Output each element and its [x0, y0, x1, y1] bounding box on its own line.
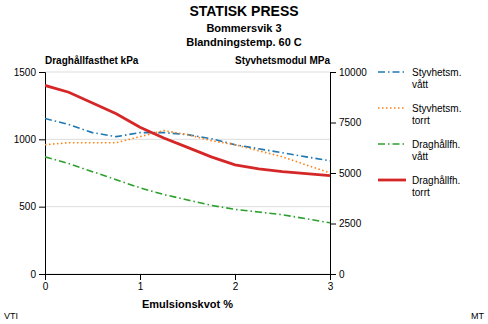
line	[45, 85, 330, 175]
annotation: MT	[471, 311, 484, 321]
tick: 2500	[330, 218, 362, 229]
subtitle: Blandningstemp. 60 C	[186, 36, 302, 48]
line	[45, 157, 330, 223]
grid-line	[45, 139, 330, 140]
subtitle: Bommersvik 3	[206, 22, 281, 34]
tick-label: 10000	[339, 67, 367, 78]
tick-mark	[330, 173, 336, 174]
legend-label: Draghållfh.vått	[412, 139, 460, 162]
grid-line	[45, 206, 330, 207]
axis-line	[46, 275, 331, 281]
chart: STATISK PRESS Bommersvik 3 Blandningstemp.…	[0, 0, 488, 324]
tick-mark	[330, 224, 336, 225]
tick-label: 3	[328, 281, 334, 292]
tick-label: 1500	[14, 67, 37, 78]
tick: 5000	[330, 168, 362, 179]
line	[45, 131, 330, 173]
legend-swatch	[378, 179, 406, 182]
tick: 1500	[14, 67, 45, 78]
axis-line	[39, 73, 46, 275]
plot: 0123050010001500025005000750010000Emulsi…	[14, 55, 367, 310]
tick-label: 0	[43, 281, 49, 292]
tick-label: 0	[30, 269, 36, 280]
tick-mark	[235, 274, 236, 280]
tick-label: 0	[339, 269, 345, 280]
tick-mark	[39, 72, 45, 73]
tick-mark	[330, 72, 336, 73]
legend-item: Draghållfh.vått	[378, 139, 460, 162]
grid-line	[45, 72, 330, 73]
lines	[45, 85, 330, 222]
legend-label: Styvhetsm.vått	[412, 67, 461, 90]
tick-mark	[330, 274, 336, 275]
legend-item: Draghållfh.torrt	[378, 175, 460, 198]
tick-mark	[140, 274, 141, 280]
tick-mark	[39, 139, 45, 140]
tick: 1	[138, 274, 144, 292]
x-axis: 0 1 2 3	[43, 274, 334, 292]
legend: Styvhetsm.vått Styvhetsm.torrt Draghållfh.…	[378, 67, 461, 198]
tick: 1000	[14, 134, 45, 145]
y-axis-label: Draghållfasthet kPa	[45, 55, 139, 66]
legend-swatch	[378, 107, 406, 109]
x-axis-label: Emulsionskvot %	[142, 298, 233, 310]
line	[45, 118, 330, 160]
tick: 0	[43, 274, 49, 292]
legend-item: Styvhetsm.vått	[378, 67, 461, 90]
legend-swatch	[378, 143, 406, 145]
annotation: VTI	[4, 311, 18, 321]
tick: 0	[330, 269, 345, 280]
y-axis: 0 500 1000 1500	[14, 67, 46, 280]
tick-label: 7500	[339, 117, 362, 128]
legend-item: Styvhetsm.torrt	[378, 103, 461, 126]
tick: 3	[328, 274, 334, 292]
title: STATISK PRESS	[189, 3, 298, 19]
tick-label: 2	[233, 281, 239, 292]
axis-line	[331, 73, 337, 275]
tick-label: 5000	[339, 168, 362, 179]
legend-swatch	[378, 71, 406, 73]
tick-mark	[39, 274, 45, 275]
tick-label: 1000	[14, 134, 37, 145]
tick: 7500	[330, 117, 362, 128]
tick: 10000	[330, 67, 367, 78]
tick-label: 2500	[339, 218, 362, 229]
y2-axis-label: Styvhetsmodul MPa	[235, 55, 330, 66]
tick-mark	[39, 207, 45, 208]
tick-label: 1	[138, 281, 144, 292]
legend-label: Styvhetsm.torrt	[412, 103, 461, 126]
tick-mark	[330, 123, 336, 124]
grid	[45, 72, 330, 274]
tick: 500	[19, 201, 45, 212]
tick: 0	[30, 269, 45, 280]
legend-label: Draghållfh.torrt	[412, 175, 460, 198]
tick-label: 500	[19, 201, 36, 212]
y2-axis: 0 2500 5000 7500 10000	[330, 67, 367, 280]
tick: 2	[233, 274, 239, 292]
